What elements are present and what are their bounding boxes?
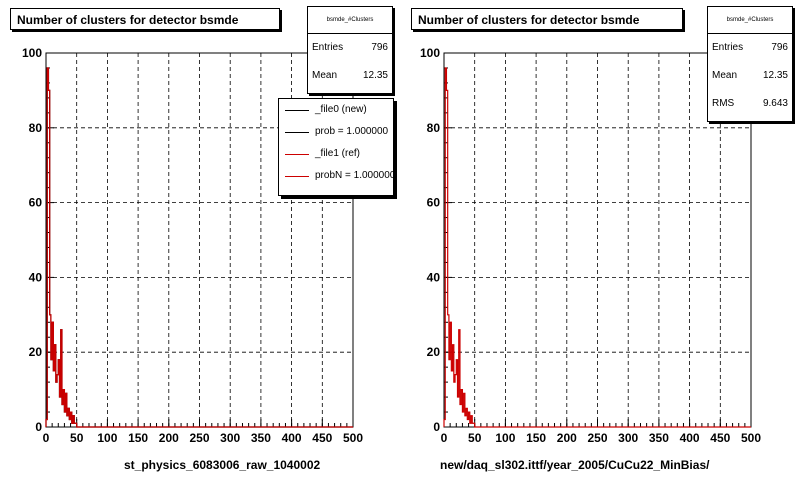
mean-label: Mean (312, 70, 338, 81)
x-tick-label: 100 (97, 431, 117, 445)
x-tick-label: 0 (441, 431, 448, 445)
right-histogram-plot: 0 50 100 150 200 250 300 350 400 450 500 0 20 40 60 80 1… (420, 46, 761, 445)
x-tick-label: 300 (220, 431, 240, 445)
mean-label: Mean (712, 70, 738, 81)
legend-line (285, 176, 309, 177)
entries-label: Entries (712, 42, 744, 53)
right-stats-box: bsmde_#Clusters Entries 796 Mean 12.35 RMS… (707, 6, 793, 122)
x-tick-label: 500 (741, 431, 761, 445)
histogram-series (45, 67, 353, 428)
mean-value: 12.35 (362, 70, 388, 81)
y-tick-label: 40 (427, 270, 441, 284)
rms-value: 9.643 (762, 98, 788, 109)
x-tick-label: 400 (680, 431, 700, 445)
x-tick-label: 450 (312, 431, 332, 445)
stats-name: bsmde_#Clusters (708, 7, 792, 34)
y-tick-label: 0 (433, 420, 440, 434)
legend-entry: _file0 (new) (279, 99, 393, 121)
legend-label: _file0 (new) (315, 104, 367, 115)
legend-entry: _file1 (ref) (279, 143, 393, 165)
left-stats-box: bsmde_#Clusters Entries 796 Mean 12.35 (307, 6, 393, 94)
legend-label: probN = 1.000000 (315, 170, 394, 181)
rms-label: RMS (712, 98, 735, 109)
legend-line (285, 154, 309, 155)
y-tick-label: 80 (427, 121, 441, 135)
x-tick-label: 350 (649, 431, 669, 445)
legend-entry: probN = 1.000000 (279, 165, 393, 187)
x-tick-label: 50 (468, 431, 482, 445)
right-x-axis-title: new/daq_sl302.ittf/year_2005/CuCu22_MinB… (440, 458, 710, 472)
left-legend: _file0 (new) prob = 1.000000 _file1 (ref… (278, 98, 394, 196)
entries-label: Entries (312, 42, 344, 53)
x-tick-label: 200 (159, 431, 179, 445)
legend-label: prob = 1.000000 (315, 126, 389, 137)
stats-name: bsmde_#Clusters (308, 7, 392, 34)
x-tick-label: 0 (43, 431, 50, 445)
y-tick-label: 20 (427, 345, 441, 359)
y-tick-label: 100 (22, 46, 42, 60)
legend-label: _file1 (ref) (315, 148, 361, 159)
y-tick-label: 40 (29, 270, 43, 284)
x-tick-label: 150 (526, 431, 546, 445)
left-x-axis-title: st_physics_6083006_raw_1040002 (124, 458, 321, 472)
left-plot-title: Number of clusters for detector bsmde (10, 8, 280, 30)
y-tick-label: 0 (35, 420, 42, 434)
y-tick-label: 100 (420, 46, 440, 60)
x-tick-label: 350 (251, 431, 271, 445)
x-tick-label: 250 (189, 431, 209, 445)
x-tick-label: 100 (495, 431, 515, 445)
legend-line (285, 132, 309, 133)
x-tick-label: 250 (587, 431, 607, 445)
mean-value: 12.35 (762, 70, 788, 81)
x-tick-label: 450 (710, 431, 730, 445)
histogram-series (443, 67, 751, 428)
legend-entry: prob = 1.000000 (279, 121, 393, 143)
y-tick-label: 80 (29, 121, 43, 135)
entries-value: 796 (771, 42, 788, 53)
right-plot-title: Number of clusters for detector bsmde (411, 8, 683, 30)
x-tick-label: 200 (557, 431, 577, 445)
y-tick-label: 60 (29, 196, 43, 210)
x-tick-label: 300 (618, 431, 638, 445)
y-tick-label: 20 (29, 345, 43, 359)
x-tick-label: 400 (282, 431, 302, 445)
legend-line (285, 110, 309, 111)
x-tick-label: 50 (70, 431, 84, 445)
x-tick-label: 500 (343, 431, 363, 445)
x-tick-label: 150 (128, 431, 148, 445)
y-tick-label: 60 (427, 196, 441, 210)
entries-value: 796 (371, 42, 388, 53)
